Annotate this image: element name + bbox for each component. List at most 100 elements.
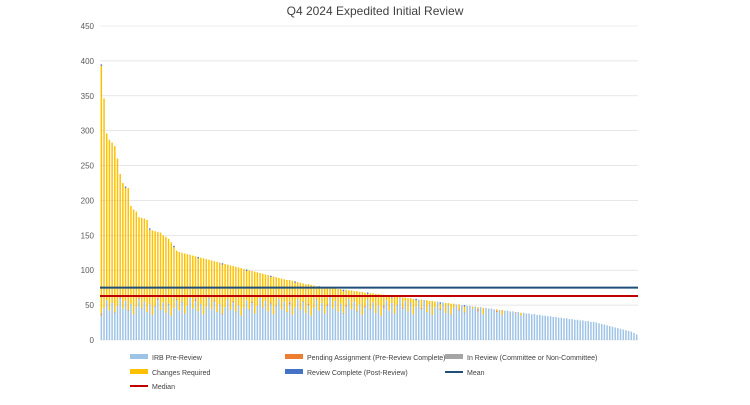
bar-changes_required [415, 300, 417, 307]
bar-irb_pre_review [248, 310, 251, 340]
bar-changes_required [348, 290, 350, 299]
bar-changes_required [189, 254, 191, 299]
y-tick-label: 400 [81, 57, 95, 66]
bar-irb_pre_review [487, 308, 490, 340]
bar-irb_pre_review [235, 312, 237, 340]
bar-changes_required [307, 284, 310, 304]
bar-in_review [396, 304, 398, 306]
bar-irb_pre_review [428, 304, 431, 340]
bar-changes_required [146, 219, 148, 313]
bar-changes_required [213, 261, 216, 301]
bar-changes_required [337, 289, 339, 312]
bar-irb_pre_review [520, 315, 522, 340]
bar-changes_required [270, 277, 272, 303]
bar-in_review [329, 296, 331, 299]
bar-in_review [450, 314, 452, 316]
bar-changes_required [218, 262, 221, 305]
bar-in_review [383, 305, 385, 307]
bar-changes_required [361, 291, 364, 315]
bar-irb_pre_review [340, 303, 342, 340]
bar-changes_required [291, 280, 294, 315]
bar-irb_pre_review [138, 298, 140, 340]
bar-irb_pre_review [366, 299, 369, 340]
bar-changes_required [385, 295, 388, 301]
bar-irb_pre_review [455, 304, 458, 340]
bar-changes_required [377, 293, 380, 306]
bar-irb_pre_review [458, 310, 460, 340]
bar-changes_required [482, 307, 485, 315]
bar-changes_required [135, 211, 138, 307]
bar-changes_required [453, 303, 455, 308]
bar-irb_pre_review [307, 305, 310, 340]
bar-irb_pre_review [331, 308, 334, 340]
bar-changes_required [127, 187, 129, 310]
bar-changes_required [358, 291, 361, 305]
bar-irb_pre_review [283, 301, 286, 340]
bar-irb_pre_review [565, 318, 568, 340]
bar-changes_required [331, 288, 334, 309]
bar-irb_pre_review [294, 307, 296, 340]
bar-irb_pre_review [471, 308, 474, 340]
bar-review_complete [415, 298, 417, 301]
bar-in_review [409, 302, 412, 304]
bar-irb_pre_review [525, 313, 528, 340]
bar-irb_pre_review [574, 319, 576, 340]
bar-changes_required [170, 242, 173, 316]
bar-changes_required [124, 187, 127, 301]
bar-irb_pre_review [590, 321, 592, 340]
bar-changes_required [175, 250, 178, 299]
bar-irb_pre_review [299, 310, 302, 340]
bar-irb_pre_review [302, 302, 304, 340]
bar-changes_required [132, 209, 135, 315]
bar-pending_assignment [119, 296, 121, 299]
bar-irb_pre_review [576, 319, 579, 340]
bar-irb_pre_review [313, 307, 315, 340]
bar-irb_pre_review [210, 309, 213, 340]
bar-review_complete [439, 302, 442, 304]
bar-changes_required [167, 238, 170, 304]
bar-changes_required [267, 275, 269, 312]
bar-in_review [275, 305, 277, 307]
bar-irb_pre_review [175, 300, 178, 340]
bar-irb_pre_review [208, 298, 210, 340]
legend-swatch [130, 369, 148, 374]
bar-irb_pre_review [186, 305, 189, 340]
bar-pending_assignment [477, 310, 479, 312]
bar-irb_pre_review [506, 310, 509, 340]
bar-irb_pre_review [630, 331, 633, 340]
bar-irb_pre_review [200, 303, 202, 340]
bar-changes_required [329, 287, 331, 297]
bar-changes_required [420, 299, 423, 308]
bar-changes_required [151, 230, 154, 315]
bar-irb_pre_review [407, 311, 409, 340]
bar-irb_pre_review [485, 307, 487, 340]
bar-irb_pre_review [512, 311, 514, 340]
bar-irb_pre_review [501, 314, 503, 340]
bar-irb_pre_review [442, 302, 444, 340]
bar-changes_required [318, 287, 320, 311]
bar-changes_required [372, 293, 374, 303]
bar-irb_pre_review [447, 305, 450, 340]
bar-irb_pre_review [509, 311, 511, 340]
bar-irb_pre_review [393, 313, 396, 340]
bar-changes_required [520, 312, 522, 316]
bar-irb_pre_review [315, 300, 318, 340]
legend-swatch [285, 354, 303, 359]
bar-irb_pre_review [305, 312, 307, 340]
bar-review_complete [149, 228, 151, 230]
bar-irb_pre_review [321, 303, 323, 340]
bar-irb_pre_review [463, 313, 466, 340]
bar-changes_required [294, 282, 296, 308]
bar-irb_pre_review [194, 300, 197, 340]
bar-changes_required [283, 279, 286, 302]
bar-changes_required [275, 277, 277, 306]
bar-irb_pre_review [423, 301, 425, 340]
bar-changes_required [447, 303, 450, 306]
bar-changes_required [165, 236, 167, 313]
bar-irb_pre_review [275, 306, 277, 340]
bar-in_review [262, 307, 264, 309]
bar-irb_pre_review [439, 310, 442, 340]
y-tick-label: 200 [81, 196, 95, 205]
bar-irb_pre_review [391, 303, 393, 340]
bar-changes_required [224, 263, 226, 308]
